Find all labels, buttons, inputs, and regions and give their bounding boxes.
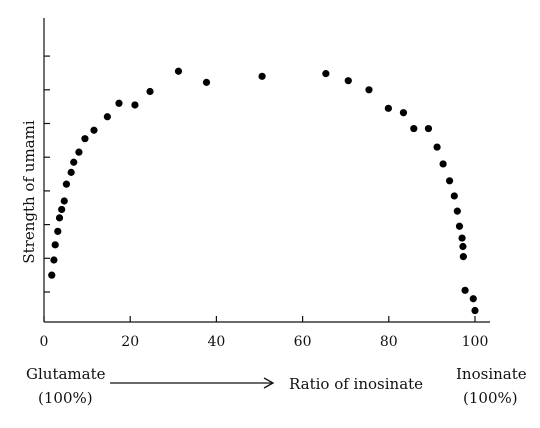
data-point bbox=[365, 86, 373, 94]
data-point bbox=[48, 271, 56, 279]
data-point bbox=[115, 99, 123, 107]
x-tick-label: 60 bbox=[294, 334, 312, 350]
glutamate-percent-label: (100%) bbox=[38, 389, 93, 407]
x-tick-label: 40 bbox=[207, 334, 225, 350]
data-point bbox=[146, 87, 154, 96]
data-point bbox=[433, 143, 441, 151]
inosinate-label: Inosinate bbox=[456, 365, 527, 383]
data-point bbox=[453, 207, 461, 215]
data-point bbox=[459, 253, 467, 261]
data-point bbox=[258, 72, 266, 80]
data-point bbox=[455, 222, 464, 230]
ratio-arrow bbox=[108, 375, 276, 391]
data-point bbox=[54, 227, 62, 235]
data-point bbox=[471, 306, 479, 315]
x-tick-label: 100 bbox=[462, 334, 489, 350]
data-point bbox=[439, 160, 447, 168]
data-point bbox=[70, 158, 78, 166]
data-point bbox=[469, 295, 477, 303]
data-point bbox=[81, 135, 89, 143]
data-point bbox=[62, 180, 71, 188]
data-point bbox=[461, 286, 469, 294]
data-point bbox=[344, 77, 352, 85]
chart-axes bbox=[43, 18, 490, 323]
data-point bbox=[90, 126, 98, 134]
glutamate-label: Glutamate bbox=[26, 365, 106, 383]
data-point bbox=[450, 192, 458, 200]
data-point bbox=[50, 256, 58, 264]
inosinate-percent-label: (100%) bbox=[463, 389, 518, 407]
data-point bbox=[58, 205, 66, 214]
data-point bbox=[55, 214, 64, 222]
ratio-of-inosinate-label: Ratio of inosinate bbox=[289, 375, 424, 393]
x-axis-ticks: 0 20 40 60 80 100 bbox=[40, 316, 489, 350]
data-point bbox=[75, 148, 83, 156]
data-point bbox=[131, 101, 139, 109]
data-point bbox=[67, 168, 75, 176]
x-tick-label: 20 bbox=[121, 334, 139, 350]
y-axis-label: Strength of umami bbox=[20, 120, 38, 263]
data-point bbox=[459, 242, 467, 251]
data-point bbox=[424, 124, 433, 133]
x-tick-label: 0 bbox=[40, 334, 49, 350]
x-tick-label: 80 bbox=[380, 334, 398, 350]
data-point bbox=[384, 104, 392, 112]
data-point bbox=[202, 78, 211, 86]
data-point bbox=[103, 113, 111, 121]
data-point bbox=[458, 234, 466, 242]
data-points bbox=[48, 67, 479, 315]
data-point bbox=[410, 124, 418, 133]
data-point bbox=[60, 197, 68, 205]
data-point bbox=[174, 67, 183, 75]
data-point bbox=[322, 70, 330, 78]
data-point bbox=[445, 177, 454, 185]
data-point bbox=[399, 109, 408, 117]
data-point bbox=[51, 241, 59, 249]
y-axis-ticks bbox=[44, 55, 50, 293]
